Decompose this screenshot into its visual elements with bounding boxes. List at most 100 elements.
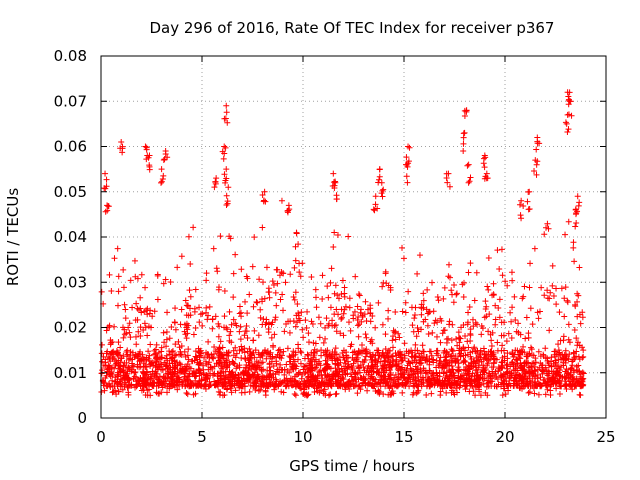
data-point xyxy=(531,390,538,397)
data-point xyxy=(102,208,109,215)
data-point xyxy=(346,378,353,385)
data-point xyxy=(223,109,230,116)
data-point xyxy=(545,225,552,232)
data-point xyxy=(162,276,169,283)
data-point xyxy=(392,336,399,343)
data-point xyxy=(261,295,268,302)
data-point xyxy=(276,272,283,279)
data-point xyxy=(534,158,541,165)
data-point xyxy=(191,357,198,364)
data-point xyxy=(118,355,125,362)
data-point xyxy=(301,355,308,362)
data-point xyxy=(565,126,572,133)
data-point xyxy=(548,363,555,370)
data-point xyxy=(493,356,500,363)
data-point xyxy=(161,339,168,346)
data-point xyxy=(429,279,436,286)
y-tick-label: 0 xyxy=(77,409,87,427)
data-point xyxy=(273,360,280,367)
data-point xyxy=(454,379,461,386)
data-point xyxy=(210,245,217,252)
data-point xyxy=(403,173,410,180)
data-point xyxy=(343,355,350,362)
data-point xyxy=(356,292,363,299)
data-point xyxy=(464,351,471,358)
data-point xyxy=(425,309,432,316)
data-point xyxy=(103,176,110,183)
data-point xyxy=(241,349,248,356)
data-point xyxy=(406,144,413,151)
data-point xyxy=(171,358,178,365)
data-point xyxy=(564,111,571,118)
data-point xyxy=(135,306,142,313)
data-point xyxy=(169,355,176,362)
data-point xyxy=(556,309,563,316)
x-tick-label: 20 xyxy=(495,428,514,446)
data-point xyxy=(158,178,165,185)
data-point xyxy=(490,280,497,287)
data-point xyxy=(542,379,549,386)
data-point xyxy=(526,373,533,380)
data-point xyxy=(530,370,537,377)
data-point xyxy=(399,308,406,315)
data-point xyxy=(385,373,392,380)
data-point xyxy=(482,389,489,396)
data-point xyxy=(223,166,230,173)
data-point xyxy=(430,356,437,363)
data-point xyxy=(167,279,174,286)
x-tick-label: 5 xyxy=(197,428,207,446)
data-point xyxy=(335,295,342,302)
data-point xyxy=(495,304,502,311)
data-point xyxy=(412,363,419,370)
data-point xyxy=(533,161,540,168)
data-point xyxy=(231,360,238,367)
data-point xyxy=(525,330,532,337)
data-point xyxy=(494,347,501,354)
data-point xyxy=(525,389,532,396)
data-point xyxy=(483,383,490,390)
data-point xyxy=(553,385,560,392)
data-point xyxy=(529,321,536,328)
data-point xyxy=(202,375,209,382)
data-point xyxy=(556,367,563,374)
data-point xyxy=(546,327,553,334)
data-point xyxy=(363,334,370,341)
data-point xyxy=(474,347,481,354)
data-point xyxy=(471,377,478,384)
data-point xyxy=(301,363,308,370)
data-point xyxy=(518,380,525,387)
data-point xyxy=(115,273,122,280)
data-point xyxy=(461,129,468,136)
data-point xyxy=(341,293,348,300)
data-point xyxy=(565,336,572,343)
data-point xyxy=(503,338,510,345)
data-point xyxy=(376,166,383,173)
data-point xyxy=(232,354,239,361)
data-point xyxy=(132,351,139,358)
data-point xyxy=(555,341,562,348)
data-point xyxy=(551,378,558,385)
data-point xyxy=(570,377,577,384)
data-point xyxy=(553,301,560,308)
data-point xyxy=(174,264,181,271)
data-point xyxy=(129,356,136,363)
data-point xyxy=(155,361,162,368)
data-point xyxy=(154,296,161,303)
data-point xyxy=(558,364,565,371)
data-point xyxy=(156,349,163,356)
data-point xyxy=(369,375,376,382)
data-point xyxy=(564,299,571,306)
data-point xyxy=(135,328,142,335)
data-point xyxy=(119,386,126,393)
data-point xyxy=(215,333,222,340)
data-point xyxy=(350,312,357,319)
data-point xyxy=(518,197,525,204)
data-point xyxy=(241,332,248,339)
data-point xyxy=(541,231,548,238)
data-point xyxy=(485,254,492,261)
data-point xyxy=(277,349,284,356)
data-point xyxy=(172,326,179,333)
data-point xyxy=(228,370,235,377)
data-point xyxy=(527,260,534,267)
